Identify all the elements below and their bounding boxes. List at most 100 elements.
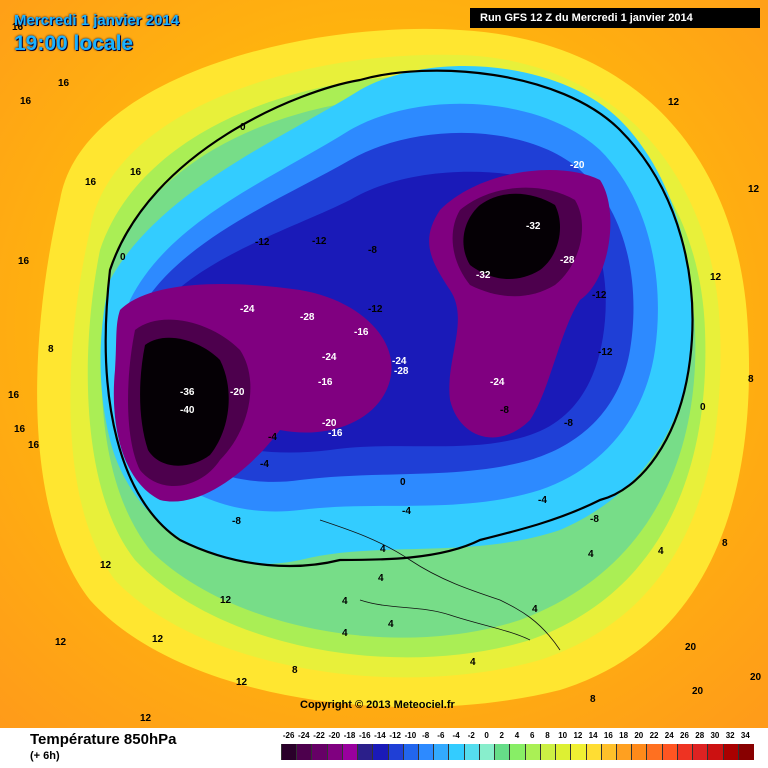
contour-label: -24 bbox=[490, 377, 505, 388]
contour-label: -40 bbox=[180, 405, 195, 416]
scale-swatch bbox=[646, 744, 663, 760]
contour-label: -4 bbox=[538, 495, 547, 506]
scale-labels: -26 -24 -22 -20 -18 -16 -14 -12 -10 -8 -6 -4 -2 0 2 4 6 8… bbox=[281, 731, 753, 743]
scale-swatch bbox=[387, 744, 404, 760]
contour-label: -4 bbox=[268, 432, 277, 443]
scale-swatch bbox=[341, 744, 359, 760]
contour-label: 0 bbox=[120, 252, 126, 263]
mediterranean bbox=[359, 599, 531, 641]
scale-tick-label: 6 bbox=[529, 731, 535, 740]
contour-label: 16 bbox=[130, 167, 142, 178]
contour-label: 12 bbox=[220, 595, 232, 606]
contour-label: 16 bbox=[58, 78, 70, 89]
scale-tick-label: 24 bbox=[664, 731, 674, 740]
scale-swatch bbox=[463, 744, 480, 760]
scale-tick-label: 8 bbox=[545, 731, 550, 740]
contour-label: 16 bbox=[85, 177, 97, 188]
scale-swatch bbox=[631, 744, 648, 760]
scale-tick-label: -26 bbox=[282, 731, 295, 740]
scale-swatch bbox=[676, 744, 694, 760]
scale-tick-label: 16 bbox=[603, 731, 613, 740]
scale-tick-label: 22 bbox=[649, 731, 659, 740]
scale-tick-label: -6 bbox=[437, 731, 445, 740]
contour-label: -24 bbox=[322, 352, 337, 363]
scale-swatch bbox=[585, 744, 602, 760]
core-west-black bbox=[140, 337, 229, 466]
scale-swatch bbox=[524, 744, 541, 760]
scale-tick-label: 0 bbox=[484, 731, 489, 740]
contour-label: -4 bbox=[402, 506, 411, 517]
time-label: 19:00 locale bbox=[14, 32, 134, 55]
contour-label: -20 bbox=[570, 160, 585, 171]
contour-label: -20 bbox=[230, 387, 245, 398]
contour-label: 4 bbox=[378, 573, 384, 584]
contour-label: 20 bbox=[750, 672, 762, 683]
contour-label: 0 bbox=[700, 402, 706, 413]
scale-tick-label: -22 bbox=[313, 731, 325, 740]
contour-label: -20 bbox=[322, 418, 337, 429]
contour-label: 16 bbox=[18, 256, 30, 267]
contour-label: 4 bbox=[388, 619, 394, 630]
run-header: Run GFS 12 Z du Mercredi 1 janvier 2014 bbox=[470, 8, 760, 28]
scale-swatch bbox=[661, 744, 678, 760]
scale-swatch bbox=[692, 744, 709, 760]
contour-label: 12 bbox=[710, 272, 722, 283]
color-scale bbox=[281, 744, 754, 764]
contour-label: 16 bbox=[28, 440, 40, 451]
contour-label: 20 bbox=[685, 642, 697, 653]
contour-label: 4 bbox=[380, 544, 386, 555]
scale-tick-label: 12 bbox=[573, 731, 583, 740]
contour-label: 4 bbox=[658, 546, 664, 557]
scale-swatch bbox=[737, 744, 754, 760]
scale-swatch bbox=[402, 744, 420, 760]
scale-swatch bbox=[296, 744, 313, 760]
scale-swatch bbox=[615, 744, 633, 760]
contour-label: -16 bbox=[354, 327, 369, 338]
contour-label: -16 bbox=[328, 428, 343, 439]
scale-tick-label: 10 bbox=[558, 731, 568, 740]
date-label: Mercredi 1 janvier 2014 bbox=[14, 12, 180, 29]
europe-outline bbox=[319, 519, 561, 651]
scale-tick-label: -10 bbox=[404, 731, 417, 740]
scale-tick-label: -20 bbox=[328, 731, 341, 740]
scale-tick-label: 20 bbox=[634, 731, 644, 740]
scale-tick-label: -2 bbox=[467, 731, 475, 740]
contour-label: -4 bbox=[260, 459, 269, 470]
contour-label: 16 bbox=[12, 22, 24, 33]
contour-label: -8 bbox=[564, 418, 573, 429]
contour-label: 4 bbox=[470, 657, 476, 668]
scale-swatch bbox=[357, 744, 374, 760]
contour-label: 0 bbox=[240, 122, 246, 133]
contour-label: 8 bbox=[590, 694, 596, 705]
temperature-map: 16 16 16 16 16 16 16 16 16 12 12 12 12 12 12 12 12 12 8 8 8 8… bbox=[0, 0, 768, 728]
contour-label: 12 bbox=[140, 713, 152, 724]
scale-tick-label: 32 bbox=[725, 731, 735, 740]
scale-tick-label: -24 bbox=[298, 731, 310, 740]
forecast-offset: (+ 6h) bbox=[30, 750, 60, 762]
contour-label: -8 bbox=[500, 405, 509, 416]
contour-label: -24 bbox=[240, 304, 255, 315]
scale-swatch bbox=[372, 744, 389, 760]
contour-label: -12 bbox=[255, 237, 270, 248]
scale-swatch bbox=[707, 744, 724, 760]
scale-swatch bbox=[281, 744, 298, 760]
contour-label: -32 bbox=[526, 221, 541, 232]
contour-label: 12 bbox=[55, 637, 67, 648]
contour-label: -28 bbox=[394, 366, 409, 377]
scale-tick-label: -12 bbox=[389, 731, 401, 740]
isotherm-zero bbox=[104, 69, 694, 568]
scale-swatch bbox=[509, 744, 526, 760]
legend-bar: Température 850hPa (+ 6h) -26 -24 -22 -20 -1… bbox=[0, 728, 768, 768]
scale-swatch bbox=[311, 744, 328, 760]
scale-tick-label: 30 bbox=[710, 731, 720, 740]
scale-tick-label: 14 bbox=[588, 731, 598, 740]
variable-title: Température 850hPa bbox=[30, 731, 177, 748]
contour-label: 4 bbox=[532, 604, 538, 615]
contour-label: -16 bbox=[318, 377, 333, 388]
scale-swatch bbox=[570, 744, 587, 760]
contour-label: -24 bbox=[392, 356, 407, 367]
contour-label: 8 bbox=[722, 538, 728, 549]
contour-label: 8 bbox=[292, 665, 298, 676]
contour-label: 12 bbox=[100, 560, 112, 571]
contour-label: 20 bbox=[692, 686, 704, 697]
